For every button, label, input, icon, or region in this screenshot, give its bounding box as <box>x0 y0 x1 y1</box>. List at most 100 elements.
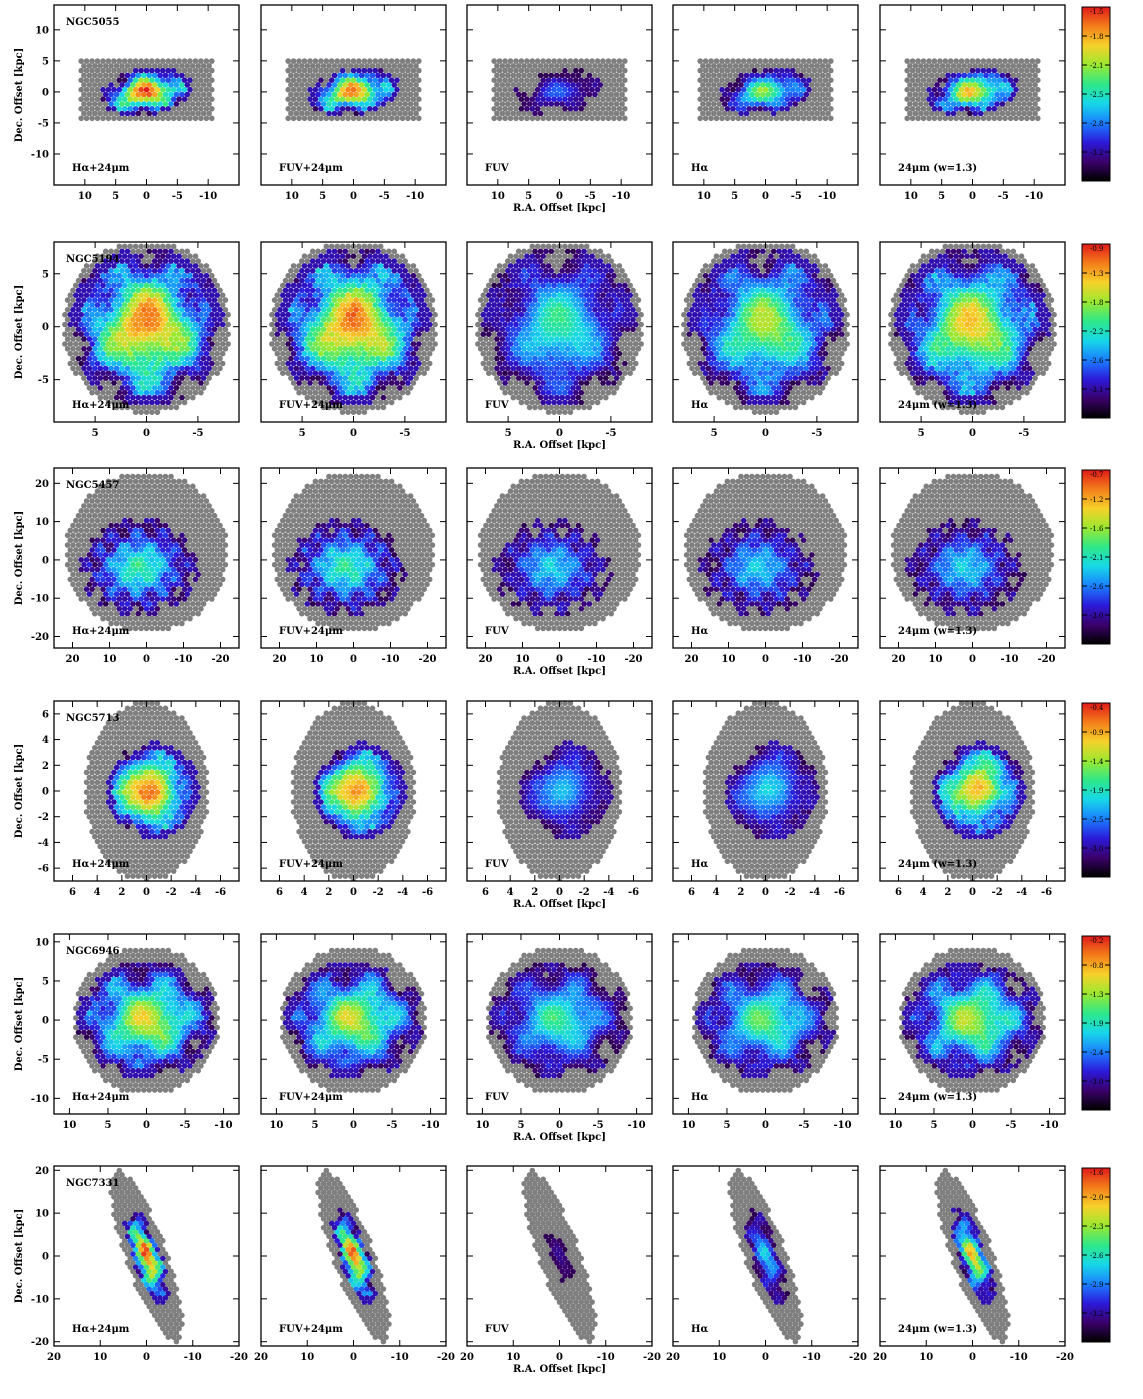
x-tick-label: -10 <box>1010 1352 1028 1363</box>
pixel-map <box>271 473 436 632</box>
y-tick-label: 6 <box>42 709 49 720</box>
map-panel: 5 0 -5 24μm (w=1.3) <box>879 241 1066 439</box>
map-panel: 5 0 -5 FUV R.A. Offset [kpc] <box>466 241 653 451</box>
x-tick-label: 6 <box>482 887 489 898</box>
map-panel: 6 4 2 0 -2 -4 -6 FUV+24μm <box>260 700 447 898</box>
pixel-map <box>73 947 220 1093</box>
x-tick-label: 10 <box>681 1120 695 1131</box>
map-panel: 20 10 0 -10 -20 FUV+24μm <box>260 467 447 665</box>
x-tick-label: -4 <box>190 887 201 898</box>
x-tick-label: -5 <box>1005 1120 1016 1131</box>
x-tick-label: -20 <box>418 654 436 665</box>
map-panel: 20 10 0 -10 -20 Hα <box>666 1165 867 1363</box>
y-tick-label: -20 <box>31 632 49 643</box>
x-tick-label: 5 <box>723 1120 730 1131</box>
x-tick-label: -10 <box>1041 1120 1059 1131</box>
map-panel: 20 10 0 -10 -20 Hα <box>672 467 859 665</box>
panel-label: FUV <box>485 626 509 637</box>
x-tick-label: -10 <box>1000 654 1018 665</box>
colorbar: -0.9 -1.3 -1.8 -2.2 -2.6 -3.1 -3.5 <box>1081 243 1111 419</box>
pixel-map <box>315 1167 392 1345</box>
panel-label: 24μm (w=1.3) <box>898 1324 977 1335</box>
x-tick-label: 4 <box>507 887 514 898</box>
x-tick-label: 20 <box>892 654 906 665</box>
x-tick-label: 0 <box>143 654 150 665</box>
panel-label: Hα+24μm <box>72 163 130 174</box>
x-tick-label: -5 <box>1018 428 1029 439</box>
y-tick-label: 20 <box>35 479 49 490</box>
x-tick-label: -20 <box>1056 1352 1074 1363</box>
x-axis-title: R.A. Offset [kpc] <box>513 1132 606 1143</box>
panel-label: Hα+24μm <box>72 400 130 411</box>
colorbar-tick-label: -0.4 <box>1090 704 1104 712</box>
y-tick-label: -4 <box>38 838 49 849</box>
x-tick-label: 2 <box>531 887 538 898</box>
pixel-map <box>83 701 210 881</box>
panel-label: FUV <box>485 400 509 411</box>
x-tick-label: 0 <box>556 428 563 439</box>
x-tick-label: -5 <box>379 191 390 202</box>
pixel-map <box>475 243 644 416</box>
x-tick-label: 5 <box>311 1120 318 1131</box>
x-tick-label: 10 <box>62 1120 76 1131</box>
y-tick-label: -5 <box>38 1055 49 1066</box>
colorbar-tick-label: -2.0 <box>1090 1194 1104 1202</box>
x-tick-label: 6 <box>276 887 283 898</box>
x-tick-label: 0 <box>556 654 563 665</box>
x-tick-label: -10 <box>381 654 399 665</box>
x-tick-label: 10 <box>269 1120 283 1131</box>
map-panel: 6 4 2 0 -2 -4 -6 Hα <box>672 700 859 898</box>
panel-label: FUV <box>485 163 509 174</box>
colorbar-tick-label: -3.5 <box>1090 637 1104 645</box>
pixel-map <box>62 243 231 416</box>
y-tick-label: -2 <box>38 812 49 823</box>
panel-label: Hα <box>691 1092 708 1103</box>
map-panel: 10 5 0 -5 -10 10 5 0 -5 -10 Hα+24μm NGC5055 Dec. Off… <box>14 4 240 202</box>
panel-label: 24μm (w=1.3) <box>898 1092 977 1103</box>
row-ngc6946: 10 5 0 -5 -10 10 5 0 -5 -10 Hα+24μm NGC6946 Dec. Off… <box>14 933 1111 1143</box>
x-tick-label: -10 <box>391 1352 409 1363</box>
x-tick-label: -5 <box>798 1120 809 1131</box>
colorbar-tick-label: -0.9 <box>1090 245 1104 253</box>
x-tick-label: 2 <box>737 887 744 898</box>
x-tick-label: -2 <box>373 887 384 898</box>
pixel-map <box>683 473 848 632</box>
x-tick-label: 0 <box>556 191 563 202</box>
colorbar-tick-label: -1.9 <box>1090 787 1104 795</box>
x-tick-label: 5 <box>711 428 718 439</box>
colorbar-tick-label: -1.8 <box>1090 33 1104 41</box>
x-tick-label: -10 <box>199 191 217 202</box>
galaxy-name: NGC5194 <box>66 254 120 265</box>
x-tick-label: 2 <box>118 887 125 898</box>
y-tick-label: 5 <box>42 269 49 280</box>
x-tick-label: -10 <box>587 654 605 665</box>
colorbar-tick-label: -3.1 <box>1090 386 1104 394</box>
x-tick-label: 0 <box>762 428 769 439</box>
x-tick-label: 10 <box>103 654 117 665</box>
x-tick-label: -5 <box>585 191 596 202</box>
colorbar-tick-label: -2.6 <box>1090 357 1104 365</box>
x-tick-label: 10 <box>712 1352 726 1363</box>
panel-label: Hα <box>691 163 708 174</box>
x-tick-label: 0 <box>350 1120 357 1131</box>
map-panel: 5 0 -5 FUV+24μm <box>260 241 447 439</box>
x-tick-label: 5 <box>104 1120 111 1131</box>
x-tick-label: 5 <box>505 428 512 439</box>
y-tick-label: 5 <box>42 56 49 67</box>
x-tick-label: -5 <box>605 428 616 439</box>
x-tick-label: 0 <box>350 191 357 202</box>
x-tick-label: -5 <box>811 428 822 439</box>
colorbar-tick-label: -2.4 <box>1090 1049 1104 1057</box>
panel-label: 24μm (w=1.3) <box>898 859 977 870</box>
row-ngc5457: 20 10 0 -10 -20 20 10 0 -10 -20 Hα+24μm NGC5457 Dec.… <box>14 467 1111 677</box>
x-tick-label: 0 <box>143 887 150 898</box>
x-tick-label: -20 <box>437 1352 455 1363</box>
pixel-map <box>934 1167 1011 1345</box>
x-tick-label: -6 <box>1041 887 1052 898</box>
x-axis-title: R.A. Offset [kpc] <box>513 203 606 214</box>
x-tick-label: 0 <box>969 887 976 898</box>
y-tick-label: 10 <box>35 937 49 948</box>
x-tick-label: -10 <box>793 654 811 665</box>
x-axis-title: R.A. Offset [kpc] <box>513 899 606 910</box>
